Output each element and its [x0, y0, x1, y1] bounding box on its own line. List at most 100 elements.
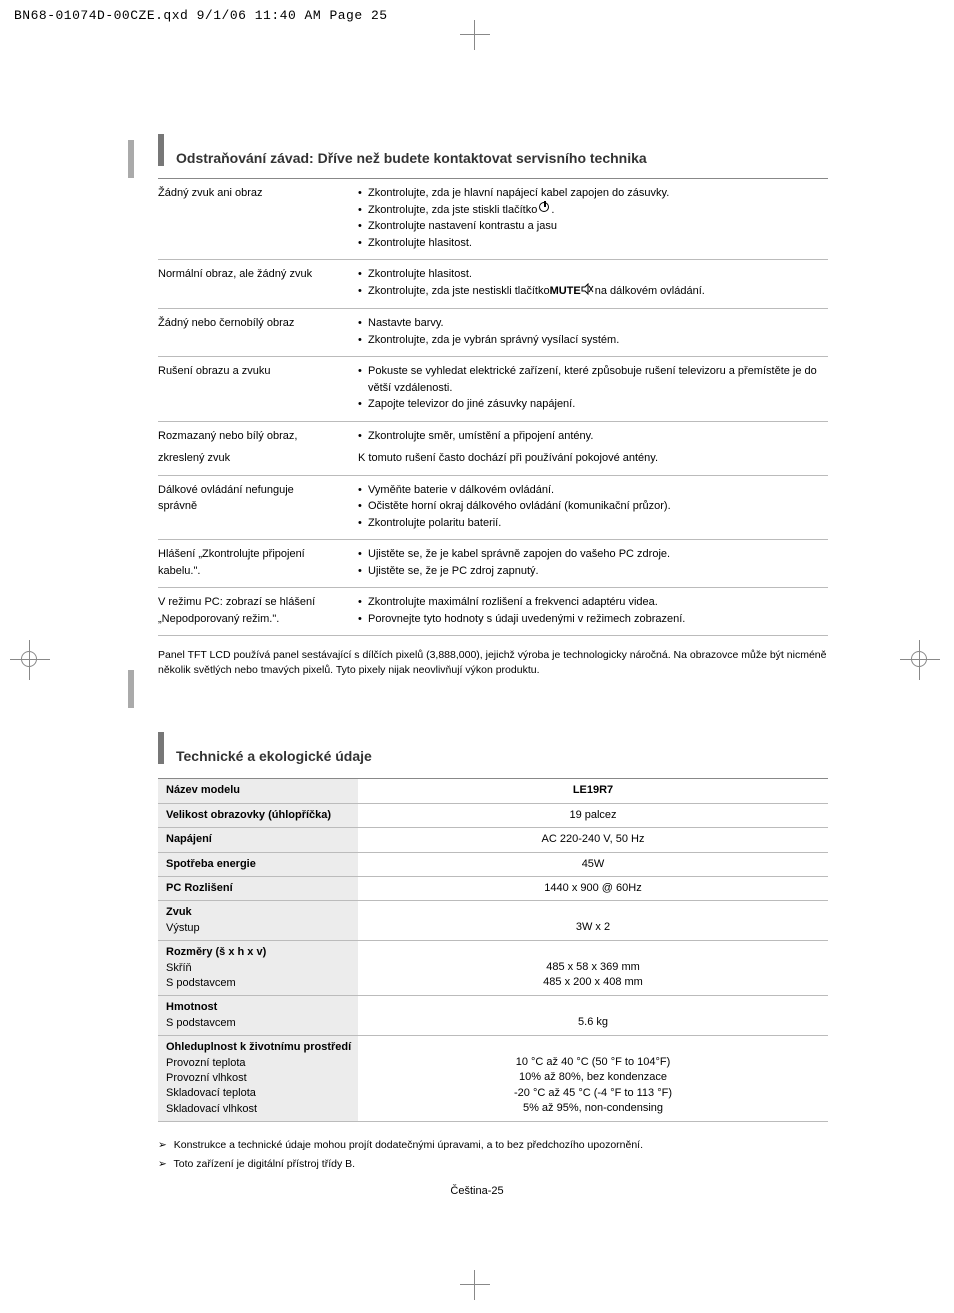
bullet-icon: •	[358, 546, 368, 563]
spec-row: Velikost obrazovky (úhlopříčka)19 palcez	[158, 804, 828, 828]
spec-row: Rozměry (š x h x v)SkříňS podstavcem485 …	[158, 941, 828, 996]
spec-row: HmotnostS podstavcem5.6 kg	[158, 996, 828, 1036]
power-icon	[539, 202, 549, 212]
spec-row: Ohleduplnost k životnímu prostředíProvoz…	[158, 1036, 828, 1122]
solution-text: Zkontrolujte polaritu baterií.	[368, 515, 501, 532]
problem-cell: Normální obraz, ale žádný zvuk	[158, 266, 358, 300]
section-edge-bar-2	[128, 670, 134, 708]
solution-text: Ujistěte se, že je kabel správně zapojen…	[368, 546, 670, 563]
solution-text: Zkontrolujte, zda je vybrán správný vysí…	[368, 332, 619, 349]
section-2: Technické a ekologické údaje Název model…	[158, 738, 828, 1173]
page-number: Čeština-25	[0, 1185, 954, 1197]
page-content: Odstraňování závad: Dříve než budete kon…	[158, 140, 828, 1174]
spec-value: 485 x 58 x 369 mm485 x 200 x 408 mm	[358, 941, 828, 995]
solution-text: Zkontrolujte hlasitost.	[368, 235, 472, 252]
bullet-icon: •	[358, 611, 368, 628]
bullet-icon: •	[358, 594, 368, 611]
page-stamp: BN68-01074D-00CZE.qxd 9/1/06 11:40 AM Pa…	[14, 8, 388, 23]
bullet-icon: •	[358, 396, 368, 413]
spec-label: HmotnostS podstavcem	[158, 996, 358, 1035]
bullet-icon: •	[358, 515, 368, 532]
footer-notes: ➢ Konstrukce a technické údaje mohou pro…	[158, 1136, 828, 1174]
bullet-icon: •	[358, 482, 368, 499]
problem-cell: Rozmazaný nebo bílý obraz,zkreslený zvuk	[158, 428, 358, 467]
spec-label: Rozměry (š x h x v)SkříňS podstavcem	[158, 941, 358, 995]
spec-row: ZvukVýstup3W x 2	[158, 901, 828, 941]
solution-text: Zapojte televizor do jiné zásuvky napáje…	[368, 396, 575, 413]
solution-cell: •Zkontrolujte směr, umístění a připojení…	[358, 428, 828, 467]
spec-row: PC Rozlišení1440 x 900 @ 60Hz	[158, 877, 828, 901]
spec-row: Název modeluLE19R7	[158, 779, 828, 803]
crop-mark-top	[460, 20, 490, 50]
spec-value: 19 palcez	[358, 804, 828, 827]
problem-cell: Rušení obrazu a zvuku	[158, 363, 358, 413]
solution-cell: •Pokuste se vyhledat elektrické zařízení…	[358, 363, 828, 413]
header-bar-icon	[158, 134, 164, 166]
section-edge-bar-1	[128, 140, 134, 178]
troubleshoot-table: Žádný zvuk ani obraz•Zkontrolujte, zda j…	[158, 178, 828, 636]
spec-row: NapájeníAC 220-240 V, 50 Hz	[158, 828, 828, 852]
note-line: ➢ Konstrukce a technické údaje mohou pro…	[158, 1136, 828, 1155]
troubleshoot-row: Rušení obrazu a zvuku•Pokuste se vyhleda…	[158, 357, 828, 422]
spec-label: Ohleduplnost k životnímu prostředíProvoz…	[158, 1036, 358, 1121]
bullet-icon: •	[358, 218, 368, 235]
solution-text: Očistěte horní okraj dálkového ovládání …	[368, 498, 671, 515]
solution-cell: •Zkontrolujte maximální rozlišení a frek…	[358, 594, 828, 627]
troubleshoot-row: V režimu PC: zobrazí se hlášení„Nepodpor…	[158, 588, 828, 636]
spec-table: Název modeluLE19R7Velikost obrazovky (úh…	[158, 778, 828, 1122]
bullet-icon: •	[358, 266, 368, 283]
header-bar-icon	[158, 732, 164, 764]
registration-mark-right	[900, 640, 940, 680]
solution-text: Zkontrolujte, zda jste nestiskli tlačítk…	[368, 283, 550, 300]
bullet-icon: •	[358, 315, 368, 332]
mute-icon	[581, 283, 595, 301]
spec-value: LE19R7	[358, 779, 828, 802]
solution-text: Zkontrolujte, zda je hlavní napájecí kab…	[368, 185, 669, 202]
spec-value: AC 220-240 V, 50 Hz	[358, 828, 828, 851]
problem-cell: Hlášení „Zkontrolujte připojeníkabelu.".	[158, 546, 358, 579]
troubleshoot-row: Rozmazaný nebo bílý obraz,zkreslený zvuk…	[158, 422, 828, 476]
bullet-icon: •	[358, 363, 368, 380]
section-2-header: Technické a ekologické údaje	[158, 738, 828, 764]
problem-cell: Žádný nebo černobílý obraz	[158, 315, 358, 348]
registration-mark-left	[10, 640, 50, 680]
solution-text: Zkontrolujte maximální rozlišení a frekv…	[368, 594, 658, 611]
solution-text: Nastavte barvy.	[368, 315, 444, 332]
section-1-header: Odstraňování závad: Dříve než budete kon…	[158, 140, 828, 166]
spec-label: Velikost obrazovky (úhlopříčka)	[158, 804, 358, 827]
solution-cell: •Zkontrolujte, zda je hlavní napájecí ka…	[358, 185, 828, 251]
troubleshoot-row: Hlášení „Zkontrolujte připojeníkabelu.".…	[158, 540, 828, 588]
solution-text: Pokuste se vyhledat elektrické zařízení,…	[368, 363, 828, 396]
bullet-icon: •	[358, 185, 368, 202]
troubleshoot-row: Žádný nebo černobílý obraz•Nastavte barv…	[158, 309, 828, 357]
spec-label: Název modelu	[158, 779, 358, 802]
spec-label: ZvukVýstup	[158, 901, 358, 940]
solution-cell: •Zkontrolujte hlasitost.•Zkontrolujte, z…	[358, 266, 828, 300]
spec-label: PC Rozlišení	[158, 877, 358, 900]
solution-text: Ujistěte se, že je PC zdroj zapnutý.	[368, 563, 539, 580]
spec-value: 10 °C až 40 °C (50 °F to 104°F)10% až 80…	[358, 1036, 828, 1121]
spec-label: Spotřeba energie	[158, 853, 358, 876]
problem-cell: V režimu PC: zobrazí se hlášení„Nepodpor…	[158, 594, 358, 627]
bullet-icon: •	[358, 202, 368, 219]
section-1-title: Odstraňování závad: Dříve než budete kon…	[176, 150, 647, 166]
bullet-icon: •	[358, 428, 368, 445]
troubleshoot-row: Normální obraz, ale žádný zvuk•Zkontrolu…	[158, 260, 828, 309]
spec-value: 3W x 2	[358, 901, 828, 940]
spec-value: 1440 x 900 @ 60Hz	[358, 877, 828, 900]
arrow-icon: ➢	[158, 1155, 167, 1174]
bullet-icon: •	[358, 332, 368, 349]
spec-value: 5.6 kg	[358, 996, 828, 1035]
panel-footnote: Panel TFT LCD používá panel sestávající …	[158, 648, 828, 678]
solution-text: Zkontrolujte hlasitost.	[368, 266, 472, 283]
bullet-icon: •	[358, 235, 368, 252]
bullet-icon: •	[358, 498, 368, 515]
solution-text: Zkontrolujte směr, umístění a připojení …	[368, 428, 593, 445]
solution-text: Vyměňte baterie v dálkovém ovládání.	[368, 482, 554, 499]
solution-text: Porovnejte tyto hodnoty s údaji uvedeným…	[368, 611, 685, 628]
spec-value: 45W	[358, 853, 828, 876]
solution-cell: •Nastavte barvy.•Zkontrolujte, zda je vy…	[358, 315, 828, 348]
section-2-title: Technické a ekologické údaje	[176, 748, 372, 764]
crop-mark-bottom	[460, 1270, 490, 1300]
note-line: ➢ Toto zařízení je digitální přístroj tř…	[158, 1155, 828, 1174]
